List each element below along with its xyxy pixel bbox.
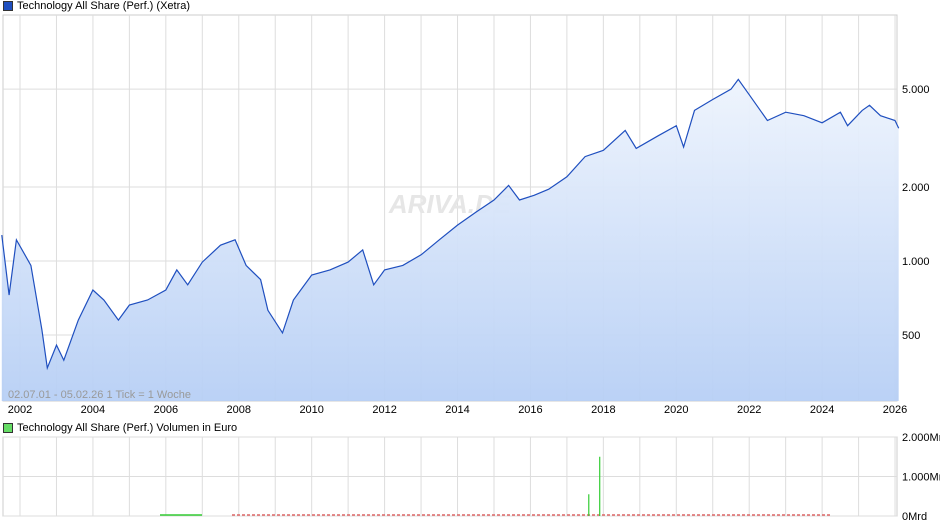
date-range-note: 02.07.01 - 05.02.26 1 Tick = 1 Woche (8, 389, 191, 401)
price-chart-title: Technology All Share (Perf.) (Xetra) (17, 0, 191, 12)
x-tick-label: 2012 (372, 404, 396, 416)
y-tick-label: 500 (902, 330, 920, 342)
x-tick-label: 2014 (445, 404, 469, 416)
volume-y-tick-label: 1.000Mrd (902, 472, 940, 484)
x-tick-label: 2016 (518, 404, 542, 416)
x-tick-label: 2020 (664, 404, 688, 416)
volume-y-tick-label: 2.000Mrd (902, 432, 940, 444)
x-tick-label: 2006 (154, 404, 178, 416)
price-area (1, 79, 899, 402)
price-legend-swatch (3, 1, 13, 11)
x-tick-label: 2024 (810, 404, 834, 416)
x-tick-label: 2010 (299, 404, 323, 416)
x-tick-label: 2026 (883, 404, 907, 416)
x-tick-label: 2008 (227, 404, 251, 416)
price-legend: Technology All Share (Perf.) (Xetra) (3, 0, 190, 12)
y-tick-label: 1.000 (902, 256, 930, 268)
x-tick-label: 2018 (591, 404, 615, 416)
volume-y-tick-label: 0Mrd (902, 511, 927, 523)
price-line (1, 78, 900, 371)
y-tick-label: 5.000 (902, 84, 930, 96)
x-tick-label: 2002 (8, 404, 32, 416)
y-tick-label: 2.000 (902, 182, 930, 194)
volume-chart-title: Technology All Share (Perf.) Volumen in … (17, 422, 238, 434)
x-tick-label: 2022 (737, 404, 761, 416)
x-tick-label: 2004 (81, 404, 105, 416)
volume-legend: Technology All Share (Perf.) Volumen in … (3, 422, 237, 434)
volume-legend-swatch (3, 423, 13, 433)
